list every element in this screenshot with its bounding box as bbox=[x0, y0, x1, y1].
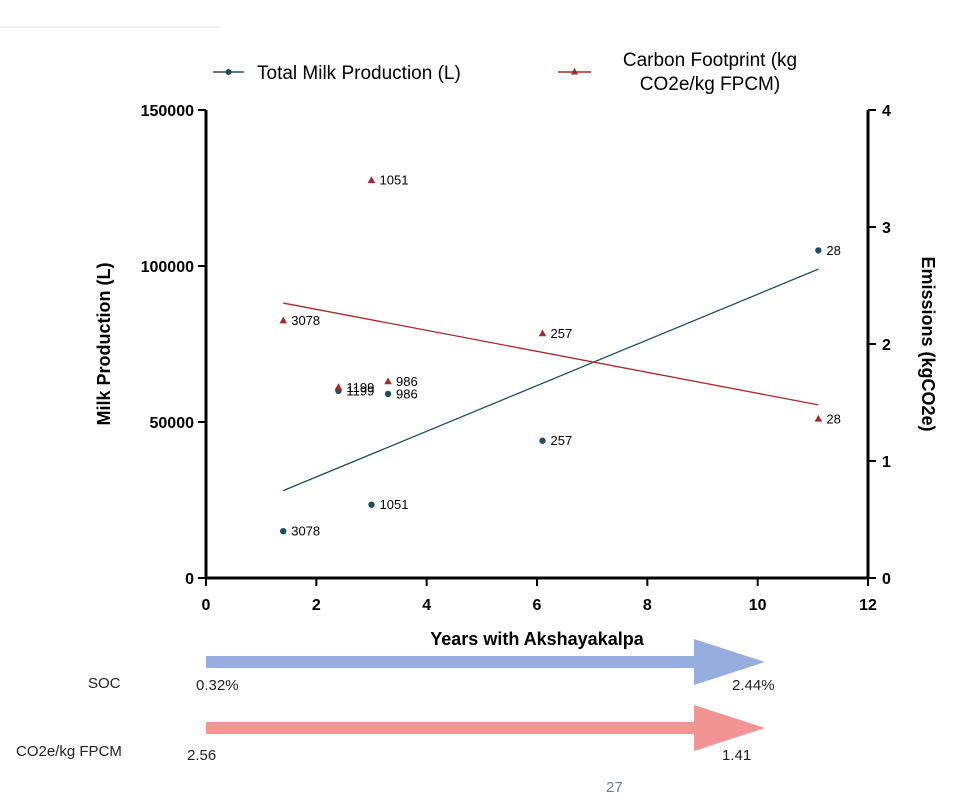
legend-label-carbon: Carbon Footprint (kg CO2e/kg FPCM) bbox=[623, 50, 797, 95]
data-point-circle bbox=[815, 247, 822, 254]
data-label: 257 bbox=[551, 433, 573, 448]
data-label: 986 bbox=[396, 374, 418, 389]
data-point-triangle bbox=[538, 329, 547, 337]
x-axis-label: Years with Akshayakalpa bbox=[430, 629, 644, 649]
legend-label-carbon-line: Carbon Footprint (kg bbox=[623, 50, 797, 71]
trend-line-2 bbox=[283, 302, 819, 406]
data-point-triangle bbox=[279, 316, 288, 324]
legend-marker-milk bbox=[225, 69, 232, 75]
trend-line-1 bbox=[282, 268, 819, 492]
data-point-triangle bbox=[367, 176, 376, 183]
x-tick-label: 6 bbox=[533, 597, 542, 614]
slide-number: 27 bbox=[606, 779, 623, 796]
arrow-2 bbox=[206, 705, 765, 751]
data-point-triangle bbox=[814, 414, 823, 422]
y-left-tick-label: 150000 bbox=[141, 103, 194, 120]
data-label: 257 bbox=[551, 326, 573, 341]
arrow-row-label: SOC bbox=[88, 675, 121, 692]
y-right-tick-label: 2 bbox=[882, 337, 891, 354]
y-right-tick-label: 1 bbox=[882, 454, 891, 471]
x-tick-label: 0 bbox=[202, 597, 211, 614]
data-label: 28 bbox=[826, 411, 840, 426]
x-tick-label: 12 bbox=[859, 597, 877, 614]
x-tick-label: 10 bbox=[749, 597, 767, 614]
y-left-tick-label: 0 bbox=[185, 571, 194, 588]
data-label: 1199 bbox=[346, 380, 374, 395]
data-label: 986 bbox=[396, 386, 418, 401]
legend-marker-carbon bbox=[570, 68, 579, 75]
x-tick-label: 4 bbox=[422, 597, 431, 614]
data-point-triangle bbox=[384, 377, 392, 385]
arrow-start-value: 0.32% bbox=[196, 677, 239, 694]
y-right-tick-label: 4 bbox=[882, 103, 891, 120]
data-point-circle bbox=[384, 390, 392, 398]
data-label: 28 bbox=[826, 243, 840, 258]
arrow-start-value: 2.56 bbox=[187, 747, 216, 764]
y-right-tick-label: 3 bbox=[882, 220, 891, 237]
y-left-axis-label: Milk Production (L) bbox=[94, 263, 114, 426]
y-right-tick-label: 0 bbox=[882, 571, 891, 588]
x-tick-label: 2 bbox=[312, 597, 321, 614]
data-label: 1199 bbox=[346, 383, 374, 398]
data-point-circle bbox=[368, 501, 375, 508]
arrow-end-value: 1.41 bbox=[722, 747, 751, 764]
arrow-1 bbox=[206, 639, 765, 685]
data-label: 3078 bbox=[291, 524, 320, 539]
data-label: 3078 bbox=[291, 313, 320, 328]
x-tick-label: 8 bbox=[643, 597, 652, 614]
data-label: 1051 bbox=[380, 497, 409, 512]
y-right-axis-label: Emissions (kgCO2e) bbox=[918, 256, 938, 431]
legend-label-carbon-line: CO2e/kg FPCM) bbox=[640, 74, 780, 95]
arrow-row-label: CO2e/kg FPCM bbox=[16, 743, 122, 760]
legend-label-milk: Total Milk Production (L) bbox=[257, 63, 461, 84]
y-left-tick-label: 50000 bbox=[150, 415, 195, 432]
y-left-tick-label: 100000 bbox=[141, 259, 194, 276]
arrow-end-value: 2.44% bbox=[732, 677, 775, 694]
header-rule bbox=[0, 26, 220, 28]
data-label: 1051 bbox=[380, 173, 409, 188]
data-point-circle bbox=[280, 528, 287, 535]
data-point-triangle bbox=[334, 383, 343, 391]
data-point-circle bbox=[539, 437, 546, 444]
